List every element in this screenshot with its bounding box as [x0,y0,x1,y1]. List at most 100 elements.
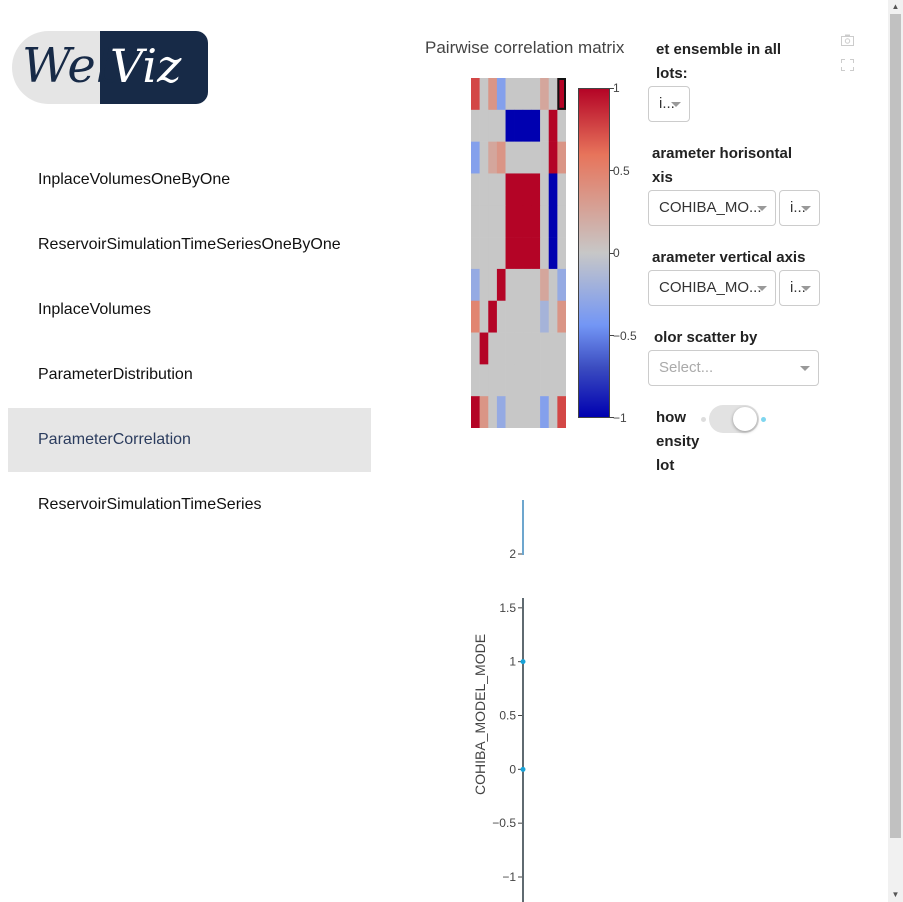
heatmap-cell[interactable] [496,173,506,206]
scroll-up-icon[interactable]: ▲ [891,2,900,11]
heatmap-cell[interactable] [540,109,550,142]
heatmap-cell[interactable] [488,237,498,270]
heatmap-cell[interactable] [488,109,498,142]
heatmap-cell[interactable] [496,300,506,333]
heatmap-cell[interactable] [540,141,550,174]
heatmap-cell[interactable] [471,141,480,174]
heatmap-cell[interactable] [557,141,566,174]
scatter-point[interactable] [520,766,526,772]
heatmap-cell[interactable] [471,173,480,206]
heatmap-cell[interactable] [479,78,489,111]
heatmap-cell[interactable] [540,78,550,111]
heatmap-cell[interactable] [496,237,506,270]
heatmap-cell[interactable] [479,364,489,397]
nav-item-inplacevolumes[interactable]: InplaceVolumes [8,278,371,342]
horizontal-ensemble-dropdown[interactable]: i... [779,190,820,226]
heatmap-cell[interactable] [531,109,541,142]
heatmap-cell[interactable] [548,396,558,428]
heatmap-cell[interactable] [505,205,515,238]
heatmap-cell[interactable] [471,300,480,333]
nav-item-reservoirsimulationtimeseries[interactable]: ReservoirSimulationTimeSeries [8,473,371,537]
heatmap-cell[interactable] [540,173,550,206]
heatmap-cell[interactable] [522,173,532,206]
heatmap-cell[interactable] [488,141,498,174]
heatmap-cell[interactable] [488,364,498,397]
nav-item-parametercorrelation[interactable]: ParameterCorrelation [8,408,371,472]
heatmap-cell[interactable] [505,141,515,174]
heatmap-cell[interactable] [557,173,566,206]
heatmap-cell[interactable] [505,364,515,397]
heatmap-cell[interactable] [479,396,489,428]
heatmap-cell[interactable] [548,205,558,238]
heatmap-cell[interactable] [479,109,489,142]
heatmap-cell[interactable] [505,332,515,365]
heatmap-cell[interactable] [540,332,550,365]
heatmap-cell[interactable] [479,141,489,174]
heatmap-cell[interactable] [471,109,480,142]
heatmap-cell[interactable] [514,173,524,206]
heatmap-cell[interactable] [505,237,515,270]
ensemble-dropdown[interactable]: i... [648,86,690,122]
heatmap-cell[interactable] [496,332,506,365]
heatmap-cell[interactable] [471,205,480,238]
heatmap-cell[interactable] [522,141,532,174]
scatter-point[interactable] [520,659,526,665]
heatmap-cell[interactable] [557,268,566,302]
heatmap-cell[interactable] [531,173,541,206]
heatmap-cell[interactable] [514,205,524,238]
heatmap-cell[interactable] [531,78,541,111]
heatmap-cell[interactable] [557,364,566,397]
heatmap-cell[interactable] [548,237,558,270]
heatmap-cell[interactable] [548,300,558,333]
heatmap-cell[interactable] [496,396,506,428]
heatmap-cell[interactable] [540,300,550,333]
heatmap-cell[interactable] [479,237,489,270]
heatmap-cell[interactable] [522,78,532,111]
heatmap-cell[interactable] [505,300,515,333]
heatmap-cell[interactable] [540,205,550,238]
correlation-heatmap[interactable] [471,78,566,428]
heatmap-cell[interactable] [479,173,489,206]
nav-item-reservoirsimulationtimeseriesonebyone[interactable]: ReservoirSimulationTimeSeriesOneByOne [8,213,371,277]
heatmap-cell[interactable] [505,78,515,111]
heatmap-cell[interactable] [514,237,524,270]
heatmap-cell[interactable] [531,332,541,365]
heatmap-cell[interactable] [548,268,558,302]
heatmap-cell[interactable] [540,237,550,270]
nav-item-parameterdistribution[interactable]: ParameterDistribution [8,343,371,407]
camera-icon[interactable] [841,34,854,46]
heatmap-cell[interactable] [496,109,506,142]
heatmap-cell[interactable] [557,78,566,111]
heatmap-cell[interactable] [522,332,532,365]
scatter-plot[interactable]: 2 1.5 1 0.5 0 −0.5 −1 [460,490,560,902]
heatmap-cell[interactable] [522,205,532,238]
heatmap-cell[interactable] [471,237,480,270]
heatmap-cell[interactable] [496,268,506,302]
heatmap-cell[interactable] [496,205,506,238]
heatmap-cell[interactable] [471,332,480,365]
heatmap-cell[interactable] [522,396,532,428]
heatmap-cell[interactable] [540,396,550,428]
heatmap-cell[interactable] [557,300,566,333]
heatmap-cell[interactable] [548,173,558,206]
heatmap-cell[interactable] [548,332,558,365]
webviz-logo[interactable]: Web Viz [12,31,208,104]
heatmap-cell[interactable] [514,109,524,142]
heatmap-cell[interactable] [514,78,524,111]
heatmap-cell[interactable] [540,268,550,302]
heatmap-cell[interactable] [557,205,566,238]
heatmap-cell[interactable] [557,332,566,365]
horizontal-parameter-dropdown[interactable]: COHIBA_MO... [648,190,776,226]
heatmap-cell[interactable] [488,78,498,111]
heatmap-cell[interactable] [479,268,489,302]
heatmap-cell[interactable] [496,78,506,111]
heatmap-cell[interactable] [557,396,566,428]
scroll-down-icon[interactable]: ▼ [891,890,900,899]
heatmap-cell[interactable] [522,364,532,397]
heatmap-cell[interactable] [548,78,558,111]
heatmap-cell[interactable] [505,173,515,206]
heatmap-cell[interactable] [488,205,498,238]
heatmap-cell[interactable] [505,109,515,142]
heatmap-cell[interactable] [496,364,506,397]
heatmap-cell[interactable] [557,237,566,270]
